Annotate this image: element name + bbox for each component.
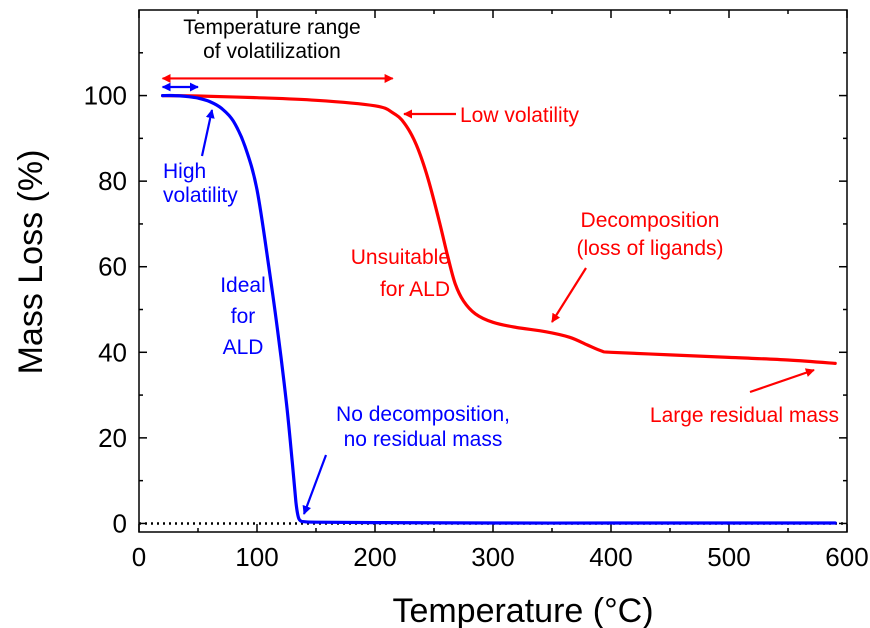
annotation-decomposition: Decomposition (loss of ligands) xyxy=(576,209,723,260)
axis-ticks: 0 100 200 300 400 500 600 0 20 40 60 80 100 xyxy=(84,10,869,572)
annotation-temperature-range-line: of volatilization xyxy=(203,40,341,63)
annotation-low-volatility-line: Low volatility xyxy=(460,104,580,127)
x-tick-label: 400 xyxy=(589,542,632,572)
x-tick-label: 0 xyxy=(132,542,146,572)
annotation-no-decomposition: No decomposition, no residual mass xyxy=(336,403,510,451)
annotation-unsuitable-for-ald: Unsuitable for ALD xyxy=(351,246,450,301)
annotation-temperature-range: Temperature range of volatilization xyxy=(183,16,360,63)
annotation-decomposition-line: (loss of ligands) xyxy=(576,237,723,260)
annotation-ideal-for-ald-line: ALD xyxy=(223,336,264,359)
annotation-low-volatility: Low volatility xyxy=(460,104,580,127)
annotation-ideal-for-ald: Ideal for ALD xyxy=(220,274,266,359)
x-axis-title: Temperature (°C) xyxy=(392,592,653,628)
y-tick-label: 0 xyxy=(113,508,127,538)
high-volatility-arrow xyxy=(200,109,215,157)
annotation-unsuitable-for-ald-line: Unsuitable xyxy=(351,246,450,269)
annotation-no-decomposition-line: No decomposition, xyxy=(336,403,510,426)
annotation-arrows xyxy=(161,73,815,515)
annotation-high-volatility: High volatility xyxy=(163,160,238,207)
annotation-no-decomposition-line: no residual mass xyxy=(344,428,503,451)
annotation-high-volatility-line: High xyxy=(163,160,206,183)
x-tick-label: 100 xyxy=(235,542,278,572)
annotation-labels: Temperature range of volatilization Low vo… xyxy=(163,16,839,451)
annotation-ideal-for-ald-line: Ideal xyxy=(220,274,266,297)
decomposition-arrow xyxy=(551,267,587,323)
large-residual-mass-arrow xyxy=(749,368,815,394)
y-tick-label: 60 xyxy=(98,252,127,282)
x-tick-label: 500 xyxy=(707,542,750,572)
annotation-unsuitable-for-ald-line: for ALD xyxy=(380,278,450,301)
annotation-ideal-for-ald-line: for xyxy=(231,305,256,328)
annotation-large-residual-mass-line: Large residual mass xyxy=(650,404,839,427)
y-tick-label: 100 xyxy=(84,81,127,111)
y-tick-label: 20 xyxy=(98,423,127,453)
annotation-high-volatility-line: volatility xyxy=(163,184,238,207)
annotation-large-residual-mass: Large residual mass xyxy=(650,404,839,427)
y-axis-title: Mass Loss (%) xyxy=(12,150,50,375)
plot-frame xyxy=(138,9,848,533)
x-tick-label: 600 xyxy=(825,542,868,572)
blue-series-line xyxy=(161,93,837,525)
x-tick-label: 300 xyxy=(471,542,514,572)
x-tick-label: 200 xyxy=(353,542,396,572)
annotation-decomposition-line: Decomposition xyxy=(581,209,720,232)
series-lines xyxy=(161,93,837,525)
no-decomposition-arrow xyxy=(302,454,328,515)
y-tick-label: 80 xyxy=(98,166,127,196)
annotation-temperature-range-line: Temperature range xyxy=(183,16,360,39)
red-series-line xyxy=(161,94,837,365)
y-tick-label: 40 xyxy=(98,337,127,367)
